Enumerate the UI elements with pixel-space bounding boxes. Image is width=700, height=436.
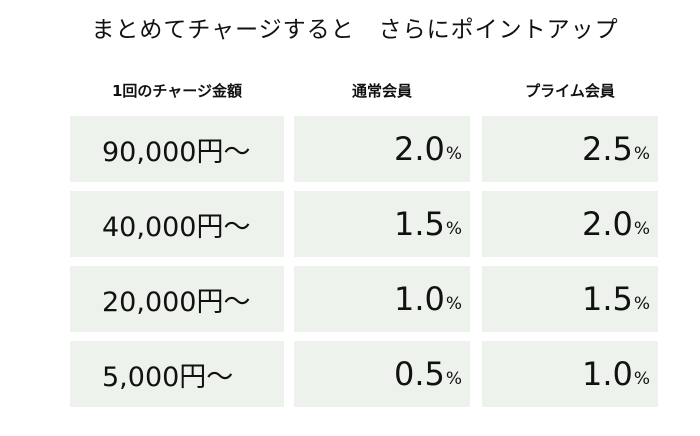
column-header-charge-amount: 1回のチャージ金額 — [112, 82, 242, 100]
rate-unit: % — [445, 144, 462, 164]
table-row-normal-rate-cell: 1.0% — [294, 266, 470, 332]
rate-unit: % — [445, 294, 462, 314]
table-row-prime-rate-cell: 2.0% — [482, 191, 658, 257]
rate-value: 2.5 — [581, 130, 633, 168]
table-row-prime-rate-cell: 1.0% — [482, 341, 658, 407]
rate-value: 2.0 — [393, 130, 445, 168]
table-row-amount-cell: 20,000円〜 — [70, 266, 284, 332]
page-title: まとめてチャージすると さらにポイントアップ — [91, 17, 619, 43]
column-header-prime-member: プライム会員 — [525, 82, 615, 100]
rate-value: 2.0 — [581, 205, 633, 243]
table-row-normal-rate-cell: 0.5% — [294, 341, 470, 407]
table-row-amount-cell: 5,000円〜 — [70, 341, 284, 407]
rate-unit: % — [445, 219, 462, 239]
rate-unit: % — [633, 294, 650, 314]
rate-unit: % — [633, 144, 650, 164]
table-row-prime-rate-cell: 1.5% — [482, 266, 658, 332]
table-row-amount-cell: 90,000円〜 — [70, 116, 284, 182]
rate-unit: % — [633, 369, 650, 389]
table-row-prime-rate-cell: 2.5% — [482, 116, 658, 182]
rate-value: 1.0 — [581, 355, 633, 393]
table-row-amount-cell: 40,000円〜 — [70, 191, 284, 257]
rate-value: 1.5 — [393, 205, 445, 243]
rate-unit: % — [445, 369, 462, 389]
table-row-normal-rate-cell: 2.0% — [294, 116, 470, 182]
column-header-normal-member: 通常会員 — [351, 82, 412, 100]
rate-value: 1.5 — [581, 280, 633, 318]
rate-unit: % — [633, 219, 650, 239]
table-row-normal-rate-cell: 1.5% — [294, 191, 470, 257]
rate-value: 1.0 — [393, 280, 445, 318]
rate-value: 0.5 — [393, 355, 445, 393]
